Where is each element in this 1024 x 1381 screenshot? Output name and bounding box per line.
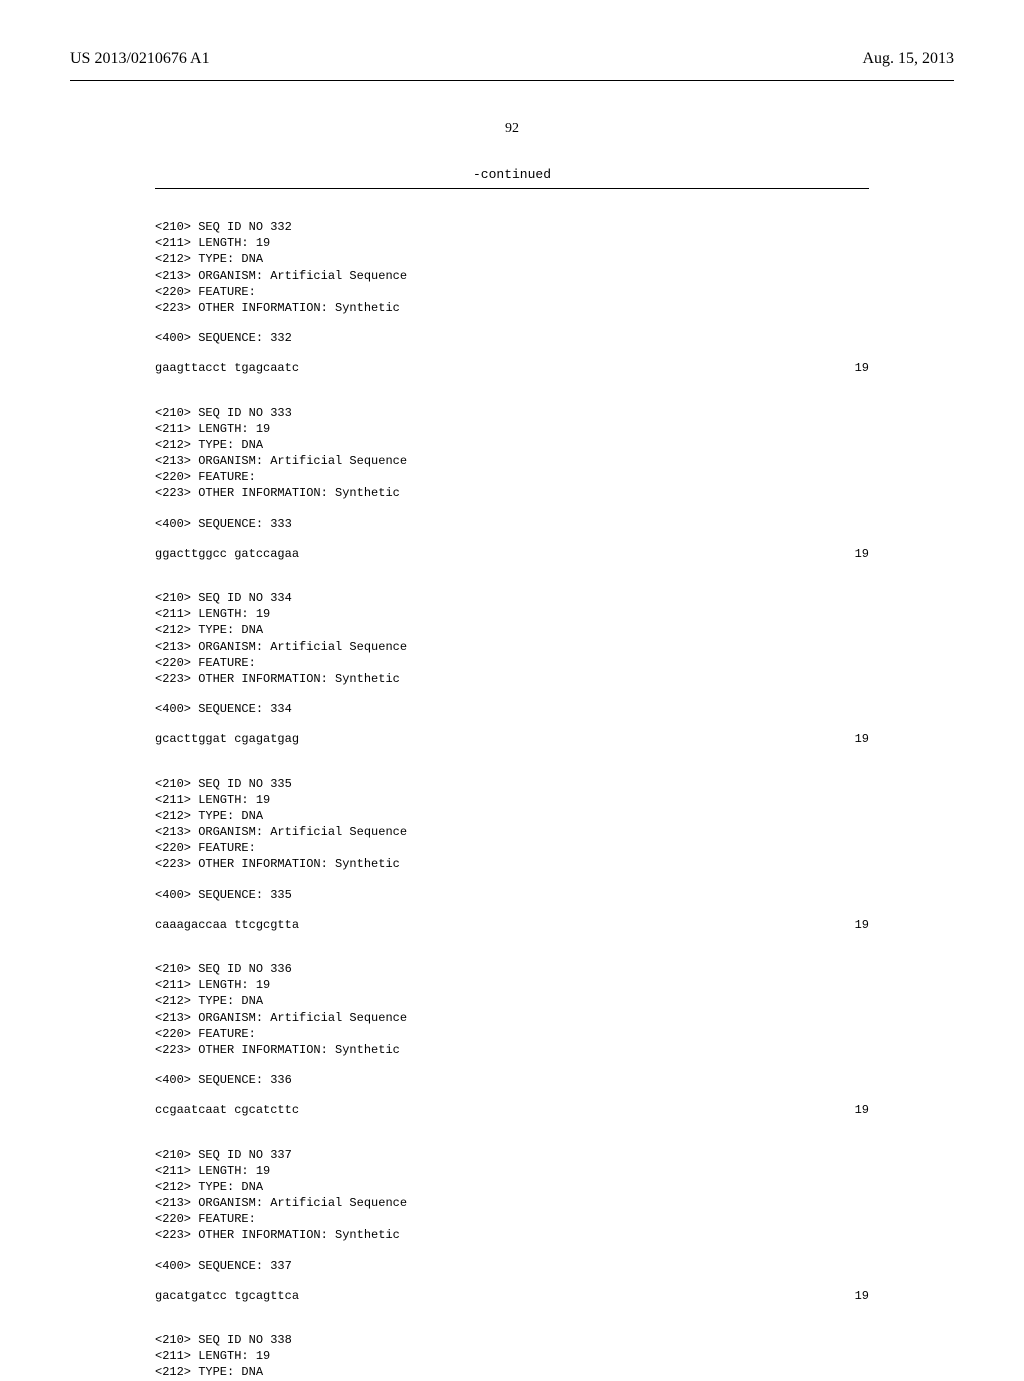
sequence-entry: <210> SEQ ID NO 336 <211> LENGTH: 19 <21…: [155, 961, 869, 1119]
meta-line: <212> TYPE: DNA: [155, 251, 869, 267]
sequence-entry: <210> SEQ ID NO 338 <211> LENGTH: 19 <21…: [155, 1332, 869, 1381]
meta-line: <223> OTHER INFORMATION: Synthetic: [155, 300, 869, 316]
sequence-text: ggacttggcc gatccagaa: [155, 546, 299, 562]
sequence-header: <400> SEQUENCE: 333: [155, 516, 869, 532]
meta-line: <213> ORGANISM: Artificial Sequence: [155, 1010, 869, 1026]
meta-line: <212> TYPE: DNA: [155, 993, 869, 1009]
meta-line: <220> FEATURE:: [155, 840, 869, 856]
sequence-header: <400> SEQUENCE: 335: [155, 887, 869, 903]
meta-line: <210> SEQ ID NO 333: [155, 405, 869, 421]
meta-line: <211> LENGTH: 19: [155, 421, 869, 437]
page-header: US 2013/0210676 A1 Aug. 15, 2013: [0, 0, 1024, 76]
sequence-row: ccgaatcaat cgcatcttc 19: [155, 1102, 869, 1118]
meta-line: <212> TYPE: DNA: [155, 1179, 869, 1195]
sequence-row: gaagttacct tgagcaatc 19: [155, 360, 869, 376]
sequence-text: ccgaatcaat cgcatcttc: [155, 1102, 299, 1118]
sequence-listing: <210> SEQ ID NO 332 <211> LENGTH: 19 <21…: [155, 219, 869, 1381]
meta-line: <211> LENGTH: 19: [155, 977, 869, 993]
meta-line: <211> LENGTH: 19: [155, 792, 869, 808]
meta-line: <211> LENGTH: 19: [155, 235, 869, 251]
publication-number: US 2013/0210676 A1: [70, 50, 210, 68]
sequence-row: ggacttggcc gatccagaa 19: [155, 546, 869, 562]
sequence-row: gcacttggat cgagatgag 19: [155, 731, 869, 747]
meta-line: <211> LENGTH: 19: [155, 1163, 869, 1179]
meta-line: <223> OTHER INFORMATION: Synthetic: [155, 1042, 869, 1058]
content-divider: [155, 188, 869, 189]
sequence-entry: <210> SEQ ID NO 334 <211> LENGTH: 19 <21…: [155, 590, 869, 748]
meta-line: <223> OTHER INFORMATION: Synthetic: [155, 671, 869, 687]
meta-line: <210> SEQ ID NO 336: [155, 961, 869, 977]
meta-line: <223> OTHER INFORMATION: Synthetic: [155, 856, 869, 872]
sequence-length: 19: [855, 546, 869, 562]
meta-line: <211> LENGTH: 19: [155, 1348, 869, 1364]
meta-line: <210> SEQ ID NO 332: [155, 219, 869, 235]
meta-line: <212> TYPE: DNA: [155, 622, 869, 638]
sequence-text: gcacttggat cgagatgag: [155, 731, 299, 747]
meta-line: <220> FEATURE:: [155, 1026, 869, 1042]
sequence-row: caaagaccaa ttcgcgtta 19: [155, 917, 869, 933]
meta-line: <210> SEQ ID NO 335: [155, 776, 869, 792]
meta-line: <211> LENGTH: 19: [155, 606, 869, 622]
meta-line: <212> TYPE: DNA: [155, 437, 869, 453]
sequence-entry: <210> SEQ ID NO 335 <211> LENGTH: 19 <21…: [155, 776, 869, 934]
sequence-length: 19: [855, 360, 869, 376]
sequence-header: <400> SEQUENCE: 334: [155, 701, 869, 717]
sequence-entry: <210> SEQ ID NO 332 <211> LENGTH: 19 <21…: [155, 219, 869, 377]
sequence-length: 19: [855, 731, 869, 747]
meta-line: <210> SEQ ID NO 337: [155, 1147, 869, 1163]
sequence-header: <400> SEQUENCE: 332: [155, 330, 869, 346]
meta-line: <212> TYPE: DNA: [155, 1364, 869, 1380]
meta-line: <220> FEATURE:: [155, 469, 869, 485]
header-divider: [70, 80, 954, 81]
meta-line: <220> FEATURE:: [155, 1211, 869, 1227]
sequence-length: 19: [855, 1102, 869, 1118]
sequence-header: <400> SEQUENCE: 336: [155, 1072, 869, 1088]
meta-line: <213> ORGANISM: Artificial Sequence: [155, 268, 869, 284]
sequence-text: caaagaccaa ttcgcgtta: [155, 917, 299, 933]
sequence-length: 19: [855, 1288, 869, 1304]
sequence-text: gacatgatcc tgcagttca: [155, 1288, 299, 1304]
publication-date: Aug. 15, 2013: [862, 50, 954, 68]
meta-line: <212> TYPE: DNA: [155, 808, 869, 824]
sequence-header: <400> SEQUENCE: 337: [155, 1258, 869, 1274]
meta-line: <220> FEATURE:: [155, 655, 869, 671]
meta-line: <213> ORGANISM: Artificial Sequence: [155, 453, 869, 469]
meta-line: <213> ORGANISM: Artificial Sequence: [155, 639, 869, 655]
sequence-text: gaagttacct tgagcaatc: [155, 360, 299, 376]
meta-line: <213> ORGANISM: Artificial Sequence: [155, 1195, 869, 1211]
sequence-row: gacatgatcc tgcagttca 19: [155, 1288, 869, 1304]
meta-line: <210> SEQ ID NO 338: [155, 1332, 869, 1348]
sequence-length: 19: [855, 917, 869, 933]
meta-line: <213> ORGANISM: Artificial Sequence: [155, 824, 869, 840]
page-number: 92: [0, 121, 1024, 137]
sequence-entry: <210> SEQ ID NO 333 <211> LENGTH: 19 <21…: [155, 405, 869, 563]
continued-label: -continued: [0, 167, 1024, 182]
meta-line: <223> OTHER INFORMATION: Synthetic: [155, 485, 869, 501]
meta-line: <220> FEATURE:: [155, 284, 869, 300]
meta-line: <210> SEQ ID NO 334: [155, 590, 869, 606]
meta-line: <223> OTHER INFORMATION: Synthetic: [155, 1227, 869, 1243]
sequence-entry: <210> SEQ ID NO 337 <211> LENGTH: 19 <21…: [155, 1147, 869, 1305]
